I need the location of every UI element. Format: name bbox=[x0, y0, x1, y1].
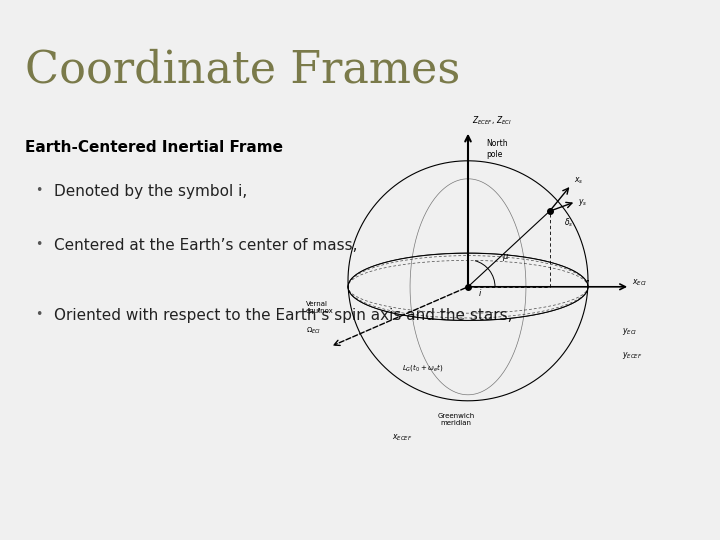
Text: $\delta_s$: $\delta_s$ bbox=[564, 217, 573, 229]
Text: $x_s$: $x_s$ bbox=[574, 176, 583, 186]
Text: Greenwich
meridian: Greenwich meridian bbox=[437, 413, 474, 426]
Text: Denoted by the symbol i,: Denoted by the symbol i, bbox=[54, 184, 247, 199]
Text: Earth-Centered Inertial Frame: Earth-Centered Inertial Frame bbox=[25, 140, 284, 156]
Text: Oriented with respect to the Earth’s spin axis and the stars,: Oriented with respect to the Earth’s spi… bbox=[54, 308, 513, 323]
Text: $\mu$: $\mu$ bbox=[502, 252, 508, 263]
Text: $Z_{ECEF}$, $Z_{ECI}$: $Z_{ECEF}$, $Z_{ECI}$ bbox=[472, 114, 511, 127]
Text: Centered at the Earth’s center of mass,: Centered at the Earth’s center of mass, bbox=[54, 238, 357, 253]
Text: •: • bbox=[35, 184, 42, 197]
Text: $i$: $i$ bbox=[477, 287, 482, 299]
Text: •: • bbox=[35, 238, 42, 251]
Text: $y_{ECEF}$: $y_{ECEF}$ bbox=[621, 350, 642, 361]
Text: North
pole: North pole bbox=[486, 139, 508, 159]
Text: $y_{ECI}$: $y_{ECI}$ bbox=[621, 326, 636, 337]
Text: $x_{ECEF}$: $x_{ECEF}$ bbox=[392, 433, 412, 443]
Text: Coordinate Frames: Coordinate Frames bbox=[25, 49, 461, 92]
Text: •: • bbox=[35, 308, 42, 321]
Text: $x_{ECI}$: $x_{ECI}$ bbox=[632, 278, 648, 288]
Text: $L_G(t_0+\omega_e t)$: $L_G(t_0+\omega_e t)$ bbox=[402, 362, 444, 373]
Text: Vernal
equinox: Vernal equinox bbox=[306, 301, 334, 314]
Text: $y_s$: $y_s$ bbox=[578, 197, 588, 208]
Text: $\Omega_{ECI}$: $\Omega_{ECI}$ bbox=[306, 326, 321, 336]
